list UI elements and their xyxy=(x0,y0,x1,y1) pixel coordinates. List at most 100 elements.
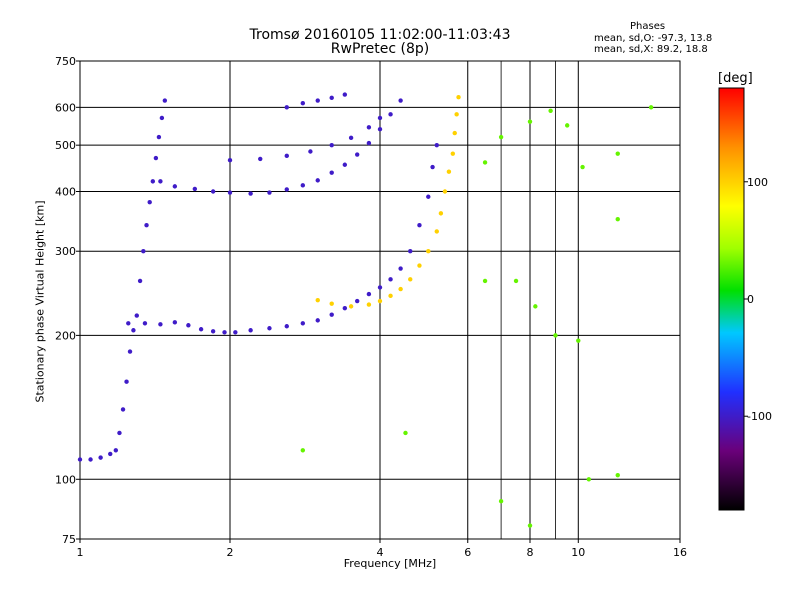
data-point xyxy=(315,98,320,103)
data-point xyxy=(113,448,119,453)
colorbar-tick-label: 100 xyxy=(747,176,768,189)
data-point xyxy=(403,430,408,436)
data-point xyxy=(527,119,533,124)
data-point xyxy=(482,278,488,284)
data-point xyxy=(564,123,570,128)
data-point xyxy=(124,379,129,384)
phases-title: Phases xyxy=(630,21,666,32)
data-point xyxy=(267,190,272,195)
data-point xyxy=(417,263,422,268)
data-point xyxy=(233,330,238,335)
data-point xyxy=(329,170,334,175)
data-point xyxy=(142,321,148,326)
data-point xyxy=(227,190,233,195)
data-point xyxy=(227,158,233,163)
x-tick-label: 4 xyxy=(377,546,384,559)
data-point xyxy=(513,278,519,284)
data-point xyxy=(342,92,348,97)
data-point xyxy=(150,179,156,184)
data-point xyxy=(438,211,444,216)
chart-subtitle: RwPretec (8p) xyxy=(330,41,430,57)
data-point xyxy=(408,277,413,282)
data-point xyxy=(456,94,461,100)
axis-ticks: 1 2 4 6 8 10 16 75 100 200 300 400 500 600 750 xyxy=(55,55,687,559)
phases-x-line: mean, sd,X: 89.2, 18.8 xyxy=(594,44,708,55)
colorbar-label: [deg] xyxy=(718,71,753,86)
data-point xyxy=(300,321,306,326)
data-point xyxy=(580,164,585,170)
y-tick-label: 500 xyxy=(55,139,76,152)
data-point xyxy=(398,286,403,292)
data-point xyxy=(131,328,136,333)
y-tick-label: 400 xyxy=(55,185,76,198)
data-point xyxy=(284,187,289,192)
data-point xyxy=(172,320,178,325)
data-point xyxy=(527,523,533,528)
data-point xyxy=(452,130,457,136)
data-point xyxy=(329,301,334,306)
data-point xyxy=(482,160,488,165)
data-point xyxy=(172,184,178,189)
data-point xyxy=(454,112,459,117)
x-tick-label: 10 xyxy=(571,546,585,559)
data-point xyxy=(388,293,393,299)
data-point xyxy=(198,327,204,332)
data-point xyxy=(430,164,435,170)
data-point xyxy=(576,338,581,343)
data-point xyxy=(159,115,165,121)
data-point xyxy=(329,142,334,148)
data-point xyxy=(348,135,354,141)
data-point xyxy=(615,217,620,222)
data-point xyxy=(120,407,126,412)
data-point xyxy=(342,305,348,311)
y-tick-label: 600 xyxy=(55,101,76,114)
data-point xyxy=(147,199,152,205)
data-point xyxy=(426,249,431,254)
data-point xyxy=(137,278,143,284)
data-point xyxy=(329,95,334,101)
data-point xyxy=(308,149,313,154)
data-point xyxy=(126,321,131,326)
data-point xyxy=(586,477,592,482)
data-point xyxy=(366,140,372,146)
data-point xyxy=(284,153,289,159)
data-point xyxy=(153,155,159,161)
data-point xyxy=(258,156,263,162)
data-point xyxy=(342,162,348,167)
colorbar xyxy=(718,87,745,511)
data-point xyxy=(134,313,139,318)
x-tick-label: 1 xyxy=(77,546,84,559)
data-point xyxy=(366,291,372,297)
data-point xyxy=(248,191,253,196)
data-point xyxy=(388,277,393,282)
data-point xyxy=(300,183,306,188)
data-point xyxy=(284,324,289,329)
colorbar-tick-label: 0 xyxy=(747,293,754,306)
x-tick-label: 16 xyxy=(673,546,687,559)
data-point xyxy=(222,330,227,335)
chart-title: Tromsø 20160105 11:02:00-11:03:43 xyxy=(249,27,511,43)
data-point xyxy=(398,98,403,103)
data-point xyxy=(377,298,383,304)
data-point xyxy=(417,223,422,228)
data-point xyxy=(354,152,360,157)
data-point xyxy=(315,297,320,303)
data-point xyxy=(117,430,122,436)
x-tick-label: 8 xyxy=(527,546,534,559)
data-point xyxy=(533,304,538,309)
data-point xyxy=(127,349,133,354)
data-point xyxy=(158,322,163,327)
data-point xyxy=(329,312,334,317)
y-tick-label: 200 xyxy=(55,329,76,342)
data-point xyxy=(388,112,393,117)
y-tick-label: 75 xyxy=(62,533,76,546)
data-point xyxy=(366,302,372,307)
data-point xyxy=(300,448,306,453)
x-axis-label: Frequency [MHz] xyxy=(343,557,437,570)
data-point xyxy=(442,189,448,194)
data-point xyxy=(377,126,383,132)
y-tick-label: 750 xyxy=(55,55,76,68)
data-point xyxy=(377,285,383,290)
data-point xyxy=(648,105,654,110)
